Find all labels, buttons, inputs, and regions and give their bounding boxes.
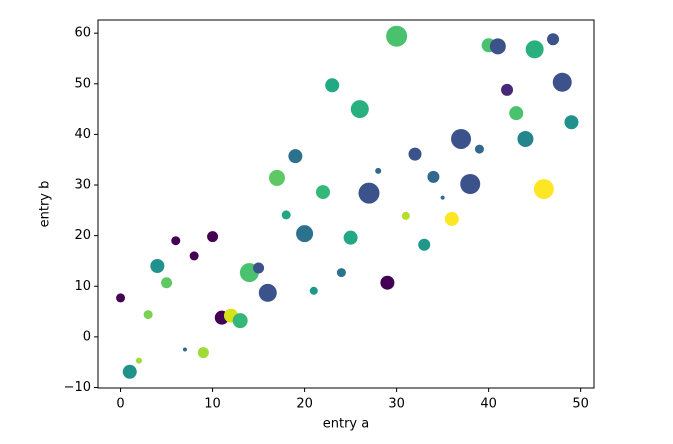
point [533,179,554,200]
point [547,33,560,46]
point [358,182,380,204]
point [253,262,265,274]
point [171,236,181,246]
x-tick-label: 10 [204,397,221,412]
point [135,357,142,364]
y-tick-label: 60 [74,26,91,41]
point [474,144,484,154]
point [258,283,277,302]
point [309,286,318,295]
point [460,174,481,195]
point [564,115,579,130]
point [489,38,506,55]
y-tick-label: −10 [64,380,91,395]
x-axis-label: entry a [323,417,369,432]
point [380,275,395,290]
point [336,268,346,278]
y-tick-label: 30 [74,178,91,193]
point [122,364,137,379]
point [161,277,173,289]
y-tick-label: 20 [74,228,91,243]
point [315,185,330,200]
point [501,83,514,96]
point [525,40,544,59]
x-tick-label: 20 [296,397,313,412]
point [517,130,534,147]
point [182,347,187,352]
point [343,230,358,245]
point [207,231,219,243]
point [375,167,382,174]
point [143,310,153,320]
y-tick-label: 0 [83,329,91,344]
point [408,147,422,161]
point [401,211,410,220]
point [440,195,445,200]
plot-frame [97,19,595,389]
point [427,170,440,183]
point [444,211,459,226]
y-tick-label: 40 [74,127,91,142]
point [288,149,303,164]
y-tick-label: 10 [74,279,91,294]
point [350,100,369,119]
point [232,313,248,329]
point [268,169,285,186]
point [296,225,314,243]
point [509,106,524,121]
x-tick-label: 50 [572,397,589,412]
point [552,72,572,92]
point [386,25,408,47]
point [197,347,209,359]
point [189,251,199,261]
y-tick-label: 50 [74,76,91,91]
point [451,128,472,149]
point [116,293,126,303]
y-axis-label: entry b [38,181,53,228]
point [281,210,291,220]
point [150,259,165,274]
point [325,78,340,93]
point [418,238,431,251]
x-tick-label: 30 [388,397,405,412]
x-tick-label: 40 [480,397,497,412]
x-tick-label: 0 [116,397,124,412]
